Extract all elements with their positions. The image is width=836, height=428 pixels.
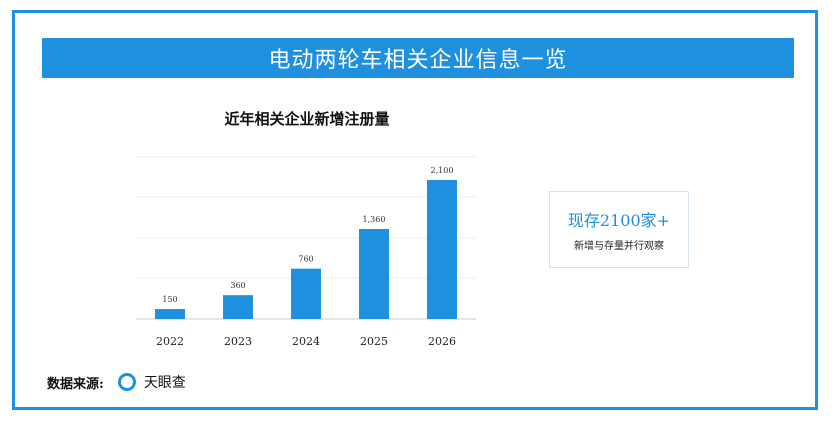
data-source: 数据来源: 天眼查: [47, 372, 186, 392]
page-title: 电动两轮车相关企业信息一览: [268, 48, 568, 73]
value-label-2025: 1,360: [363, 215, 386, 224]
value-label-2022: 150: [162, 295, 177, 304]
bar-2022: [155, 309, 185, 319]
x-tick-label-2026: 2026: [428, 335, 456, 348]
ring-icon: [117, 373, 136, 391]
value-label-2026: 2,100: [431, 166, 454, 175]
page-title-banner: 电动两轮车相关企业信息一览: [42, 38, 794, 78]
chart-title: 近年相关企业新增注册量: [224, 110, 390, 128]
outer-frame: [12, 10, 818, 410]
summary-value: 现存2100家+: [567, 211, 671, 230]
bar-2026: [427, 180, 457, 319]
value-label-2024: 760: [298, 255, 313, 264]
value-label-2023: 360: [230, 281, 245, 290]
x-tick-label-2025: 2025: [360, 335, 388, 348]
summary-caption: 新增与存量并行观察: [574, 241, 664, 252]
x-tick-label-2022: 2022: [156, 335, 184, 348]
bar-2025: [359, 228, 389, 319]
x-tick-label-2023: 2023: [224, 335, 252, 348]
x-tick-label-2024: 2024: [292, 335, 320, 348]
bar-2024: [291, 268, 321, 319]
source-label: 数据来源:: [47, 376, 104, 392]
source-name: 天眼查: [143, 375, 186, 391]
bar-2023: [223, 295, 253, 319]
summary-card: 现存2100家+ 新增与存量并行观察: [549, 191, 689, 268]
